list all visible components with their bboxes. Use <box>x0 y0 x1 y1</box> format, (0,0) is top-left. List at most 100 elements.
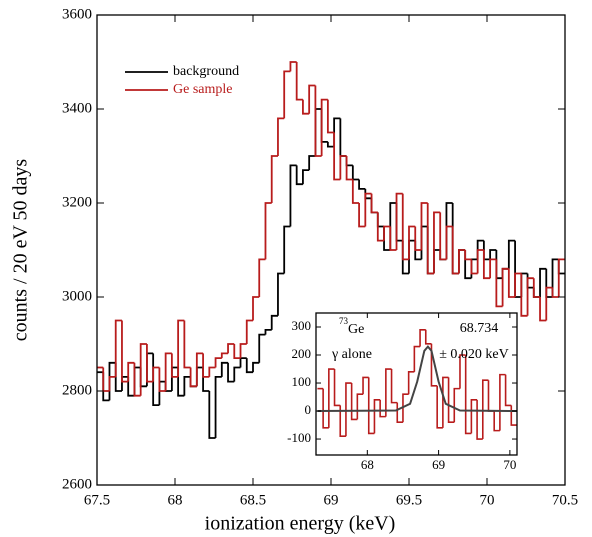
histogram-step <box>489 249 497 260</box>
histogram-step <box>270 314 278 330</box>
histogram-step <box>481 379 489 440</box>
x-tick-label: 69.5 <box>396 492 422 508</box>
histogram-step <box>376 212 385 242</box>
histogram-step <box>504 374 512 407</box>
y-tick-label: 100 <box>292 374 312 389</box>
histogram-step <box>264 202 272 260</box>
histogram-step <box>258 258 266 297</box>
histogram-step <box>379 399 386 418</box>
histogram-step <box>499 373 506 431</box>
histogram-step <box>362 376 369 395</box>
histogram-step <box>385 368 392 417</box>
y-tick-label: 0 <box>305 402 312 417</box>
histogram-step <box>208 391 216 439</box>
legend-label: background <box>173 64 239 79</box>
histogram-step <box>177 319 185 377</box>
y-tick-label: 2800 <box>62 382 92 398</box>
histogram-step <box>183 376 191 396</box>
histogram-step <box>436 385 443 429</box>
x-tick-label: 68 <box>168 492 183 508</box>
histogram-step <box>146 344 154 383</box>
histogram-step <box>539 297 547 322</box>
histogram-step <box>470 399 478 434</box>
legend-label: Ge sample <box>173 82 232 97</box>
histogram-step <box>152 366 160 382</box>
histogram-step <box>390 369 398 404</box>
x-tick-label: 70 <box>480 492 495 508</box>
histogram-step <box>350 383 358 421</box>
histogram-step <box>214 376 222 438</box>
fit-line <box>317 345 518 413</box>
histogram-step <box>439 212 447 261</box>
histogram-step <box>345 156 353 181</box>
histogram-step <box>402 393 409 423</box>
histogram-step <box>114 319 122 377</box>
histogram-step <box>545 286 553 321</box>
histogram-step <box>227 343 235 354</box>
histogram-step <box>333 369 341 407</box>
histogram-step <box>314 85 322 157</box>
histogram-step <box>551 258 559 297</box>
histogram-step <box>295 165 303 186</box>
annotation: γ alone <box>331 347 372 362</box>
histogram-step <box>526 277 534 316</box>
histogram-step <box>520 273 528 317</box>
histogram-step <box>413 345 421 372</box>
histogram-step <box>389 226 397 251</box>
annotation: Ge <box>348 322 364 337</box>
histogram-step <box>328 368 335 428</box>
histogram-step <box>333 132 341 181</box>
histogram-step <box>464 355 472 435</box>
histogram-step <box>220 352 229 359</box>
histogram-step <box>426 203 434 275</box>
histogram-step <box>108 376 116 391</box>
histogram-step <box>489 258 497 279</box>
histogram-step <box>370 193 378 214</box>
histogram-step <box>158 367 166 392</box>
histogram-step <box>495 259 503 308</box>
y-axis-label: counts / 20 eV 50 days <box>10 159 32 342</box>
histogram-step <box>283 225 291 274</box>
histogram-step <box>270 155 278 203</box>
histogram-step <box>283 70 291 119</box>
histogram-step <box>170 353 179 378</box>
histogram-step <box>326 141 335 148</box>
histogram-step <box>476 399 483 440</box>
histogram-step <box>302 99 310 115</box>
y-tick-label: 2600 <box>62 476 92 492</box>
histogram-step <box>227 362 235 383</box>
histogram-step <box>433 211 441 274</box>
plot-marks <box>97 61 565 439</box>
histogram-step <box>358 203 366 228</box>
histogram-step <box>308 84 316 114</box>
histogram-step <box>507 239 516 269</box>
histogram-step <box>245 319 253 344</box>
histogram-step <box>351 179 360 204</box>
histogram-step <box>208 366 216 377</box>
histogram-step <box>245 358 253 374</box>
histogram-step <box>442 376 449 428</box>
histogram-step <box>458 249 466 274</box>
histogram-step <box>424 329 432 345</box>
histogram-step <box>289 164 297 227</box>
histogram-step <box>358 179 366 190</box>
histogram-step <box>264 329 272 335</box>
histogram-step <box>121 320 129 383</box>
histogram-step <box>308 155 316 171</box>
y-tick-label: 300 <box>292 318 312 333</box>
histogram-step <box>453 387 460 423</box>
histogram-step <box>364 192 372 227</box>
histogram-step <box>302 169 310 185</box>
histogram-step <box>532 278 541 298</box>
histogram-step <box>214 357 222 368</box>
histogram-step <box>430 343 438 387</box>
histogram-step <box>408 225 416 260</box>
axes-frame <box>315 312 518 456</box>
histogram-step <box>233 366 241 382</box>
histogram-step <box>383 225 391 241</box>
histogram-step <box>395 192 403 250</box>
histogram-step <box>258 333 266 363</box>
histogram-step <box>514 272 522 297</box>
x-tick-label: 69 <box>432 457 445 472</box>
